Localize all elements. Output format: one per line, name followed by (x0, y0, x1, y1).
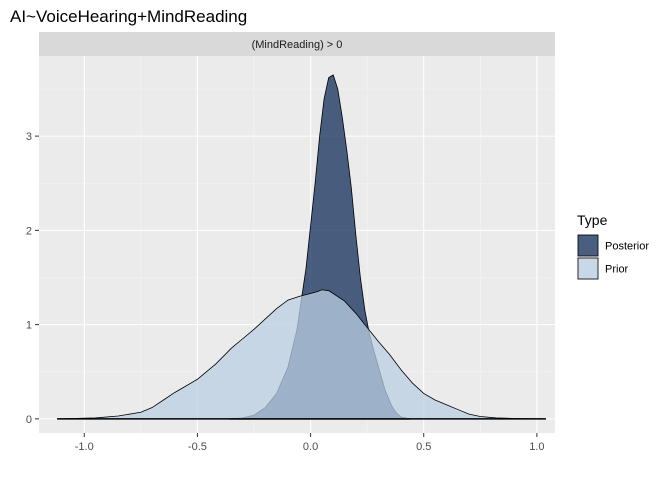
x-tick-label: 0.5 (416, 441, 431, 453)
legend-label: Posterior (605, 241, 649, 253)
density-outline-prior (57, 289, 546, 420)
facet-label: (MindReading) > 0 (252, 39, 343, 51)
facet-strip (39, 32, 555, 56)
legend-key-prior (577, 257, 599, 280)
y-tick-label: 1 (26, 320, 32, 332)
chart-title: AI~VoiceHearing+MindReading (10, 7, 247, 26)
y-tick-label: 3 (26, 131, 32, 143)
axes: -1.0 -0.5 0.0 0.5 1.0 0 1 2 3 (26, 131, 545, 453)
x-tick-label: 0.0 (303, 441, 318, 453)
legend: Type Posterior Prior (577, 212, 649, 280)
x-tick-label: -0.5 (188, 441, 207, 453)
legend-title: Type (577, 212, 608, 228)
legend-label: Prior (605, 264, 629, 276)
series-areas (57, 74, 546, 420)
y-tick-label: 2 (26, 225, 32, 237)
x-tick-label: -1.0 (75, 441, 94, 453)
density-area-prior (57, 289, 546, 419)
legend-key-posterior (577, 234, 599, 257)
y-tick-label: 0 (26, 414, 32, 426)
x-tick-label: 1.0 (529, 441, 544, 453)
